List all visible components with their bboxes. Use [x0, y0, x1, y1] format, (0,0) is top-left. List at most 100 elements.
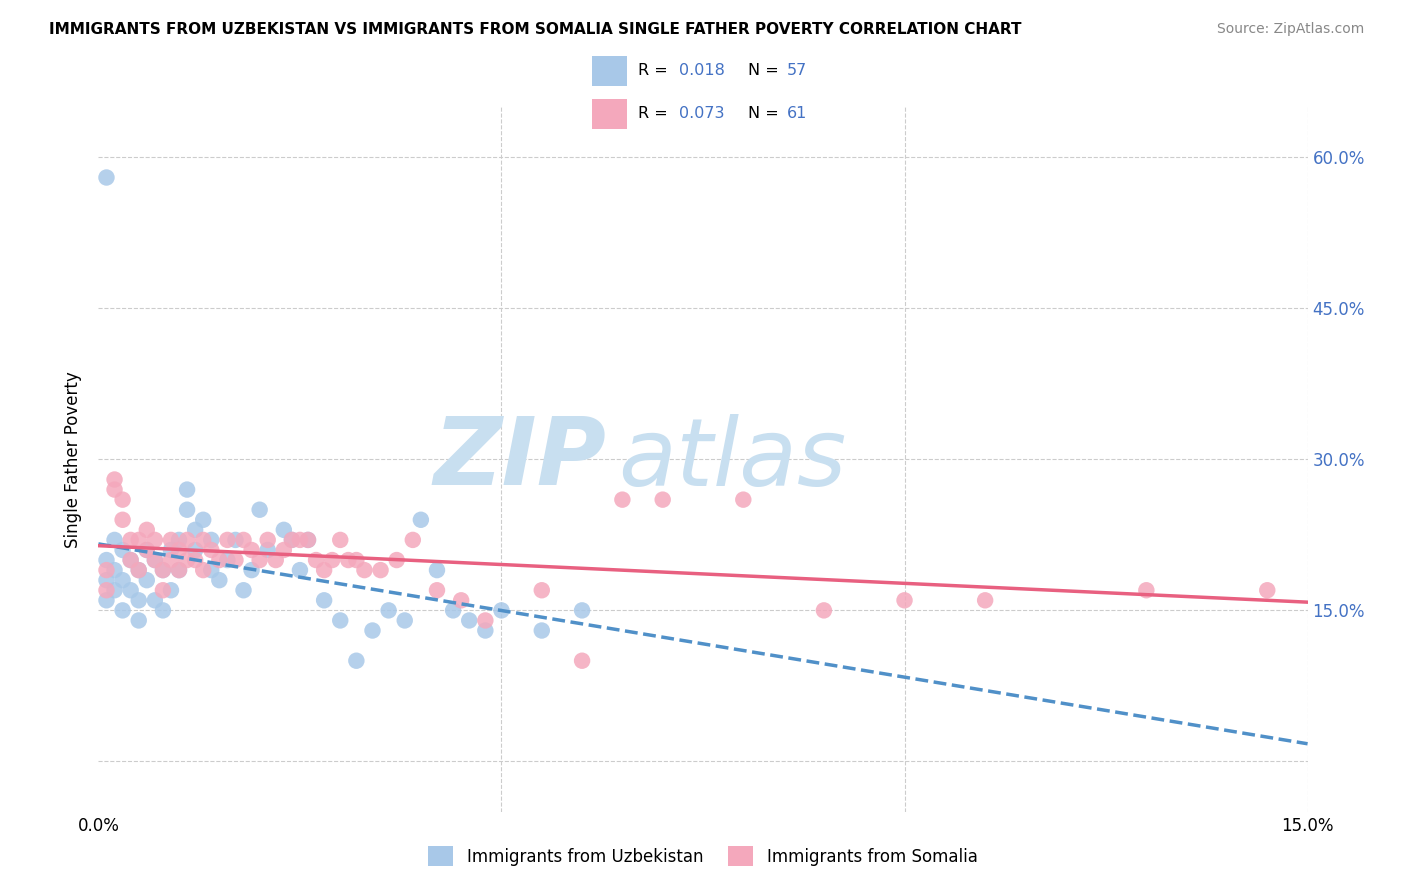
Point [193, 563, 215, 577]
Text: 0.073: 0.073 [679, 106, 725, 121]
Point [264, 553, 287, 567]
Point [450, 593, 472, 607]
Point [530, 583, 553, 598]
Point [394, 614, 416, 628]
Point [184, 553, 207, 567]
Point [217, 533, 239, 547]
Point [184, 523, 207, 537]
Point [143, 533, 166, 547]
Point [152, 563, 174, 577]
Point [297, 533, 319, 547]
Point [612, 492, 634, 507]
Point [256, 533, 278, 547]
Point [143, 553, 166, 567]
Point [240, 543, 263, 558]
Point [193, 513, 215, 527]
Point [314, 563, 336, 577]
Point [135, 523, 157, 537]
Point [344, 654, 367, 668]
FancyBboxPatch shape [592, 99, 627, 129]
Point [224, 553, 246, 567]
Point [103, 583, 125, 598]
Point [273, 543, 295, 558]
Text: ZIP: ZIP [433, 413, 606, 506]
Text: 57: 57 [786, 63, 807, 78]
Point [200, 533, 222, 547]
Text: R =: R = [638, 106, 673, 121]
Point [120, 583, 142, 598]
Point [1256, 583, 1278, 598]
Point [152, 563, 174, 577]
Point [441, 603, 464, 617]
Point [143, 553, 166, 567]
Point [103, 483, 125, 497]
Point [651, 492, 673, 507]
Point [120, 553, 142, 567]
Point [813, 603, 835, 617]
Point [160, 543, 183, 558]
Point [458, 614, 481, 628]
Point [103, 473, 125, 487]
Point [111, 573, 134, 587]
Text: N =: N = [748, 63, 785, 78]
Point [409, 513, 432, 527]
Point [176, 502, 198, 516]
Point [176, 483, 198, 497]
Point [111, 543, 134, 558]
Point [571, 654, 593, 668]
Point [474, 614, 496, 628]
Point [167, 563, 190, 577]
Point [176, 553, 198, 567]
Point [288, 563, 311, 577]
Text: atlas: atlas [619, 414, 846, 505]
Point [232, 583, 254, 598]
Point [426, 563, 449, 577]
Point [96, 563, 118, 577]
Point [96, 170, 118, 185]
Point [96, 583, 118, 598]
Point [200, 543, 222, 558]
Point [135, 573, 157, 587]
Point [152, 583, 174, 598]
Point [160, 533, 183, 547]
Point [240, 563, 263, 577]
Point [305, 553, 328, 567]
Point [329, 533, 352, 547]
Point [402, 533, 425, 547]
Point [1135, 583, 1157, 598]
Point [232, 533, 254, 547]
Point [426, 583, 449, 598]
Point [530, 624, 553, 638]
Text: IMMIGRANTS FROM UZBEKISTAN VS IMMIGRANTS FROM SOMALIA SINGLE FATHER POVERTY CORR: IMMIGRANTS FROM UZBEKISTAN VS IMMIGRANTS… [49, 22, 1022, 37]
Point [208, 573, 231, 587]
Point [974, 593, 997, 607]
Point [128, 533, 150, 547]
Point [135, 543, 157, 558]
Point [733, 492, 755, 507]
Point [167, 563, 190, 577]
Point [491, 603, 513, 617]
Point [96, 573, 118, 587]
Point [128, 563, 150, 577]
Text: R =: R = [638, 63, 673, 78]
Text: 0.018: 0.018 [679, 63, 725, 78]
Point [329, 614, 352, 628]
Point [208, 553, 231, 567]
Point [167, 543, 190, 558]
Point [193, 533, 215, 547]
Point [128, 593, 150, 607]
Point [281, 533, 304, 547]
Y-axis label: Single Father Poverty: Single Father Poverty [65, 371, 83, 548]
Point [96, 593, 118, 607]
Text: N =: N = [748, 106, 785, 121]
Point [297, 533, 319, 547]
Text: Source: ZipAtlas.com: Source: ZipAtlas.com [1216, 22, 1364, 37]
Legend: Immigrants from Uzbekistan, Immigrants from Somalia: Immigrants from Uzbekistan, Immigrants f… [420, 838, 986, 875]
Point [353, 563, 375, 577]
Point [893, 593, 915, 607]
Point [128, 563, 150, 577]
Point [361, 624, 384, 638]
Point [337, 553, 360, 567]
Point [314, 593, 336, 607]
Point [103, 533, 125, 547]
